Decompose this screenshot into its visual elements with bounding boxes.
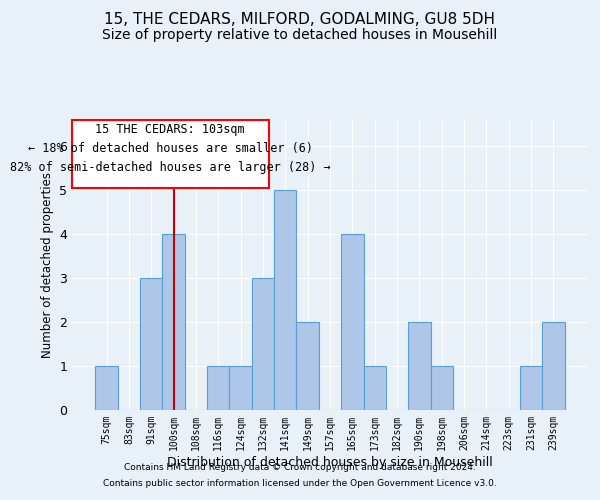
Bar — [229, 366, 252, 410]
FancyBboxPatch shape — [72, 120, 269, 188]
Text: ← 18% of detached houses are smaller (6): ← 18% of detached houses are smaller (6) — [28, 142, 313, 155]
Text: 15 THE CEDARS: 103sqm: 15 THE CEDARS: 103sqm — [95, 123, 245, 136]
X-axis label: Distribution of detached houses by size in Mousehill: Distribution of detached houses by size … — [167, 456, 493, 468]
Bar — [431, 366, 453, 410]
Bar — [140, 278, 163, 410]
Bar — [95, 366, 118, 410]
Text: Size of property relative to detached houses in Mousehill: Size of property relative to detached ho… — [103, 28, 497, 42]
Text: 82% of semi-detached houses are larger (28) →: 82% of semi-detached houses are larger (… — [10, 161, 331, 174]
Text: 15, THE CEDARS, MILFORD, GODALMING, GU8 5DH: 15, THE CEDARS, MILFORD, GODALMING, GU8 … — [104, 12, 496, 28]
Bar — [520, 366, 542, 410]
Bar — [296, 322, 319, 410]
Bar — [341, 234, 364, 410]
Bar — [274, 190, 296, 410]
Bar — [252, 278, 274, 410]
Bar — [542, 322, 565, 410]
Text: Contains HM Land Registry data © Crown copyright and database right 2024.: Contains HM Land Registry data © Crown c… — [124, 464, 476, 472]
Bar — [207, 366, 229, 410]
Bar — [163, 234, 185, 410]
Text: Contains public sector information licensed under the Open Government Licence v3: Contains public sector information licen… — [103, 478, 497, 488]
Y-axis label: Number of detached properties: Number of detached properties — [41, 172, 53, 358]
Bar — [408, 322, 431, 410]
Bar — [364, 366, 386, 410]
